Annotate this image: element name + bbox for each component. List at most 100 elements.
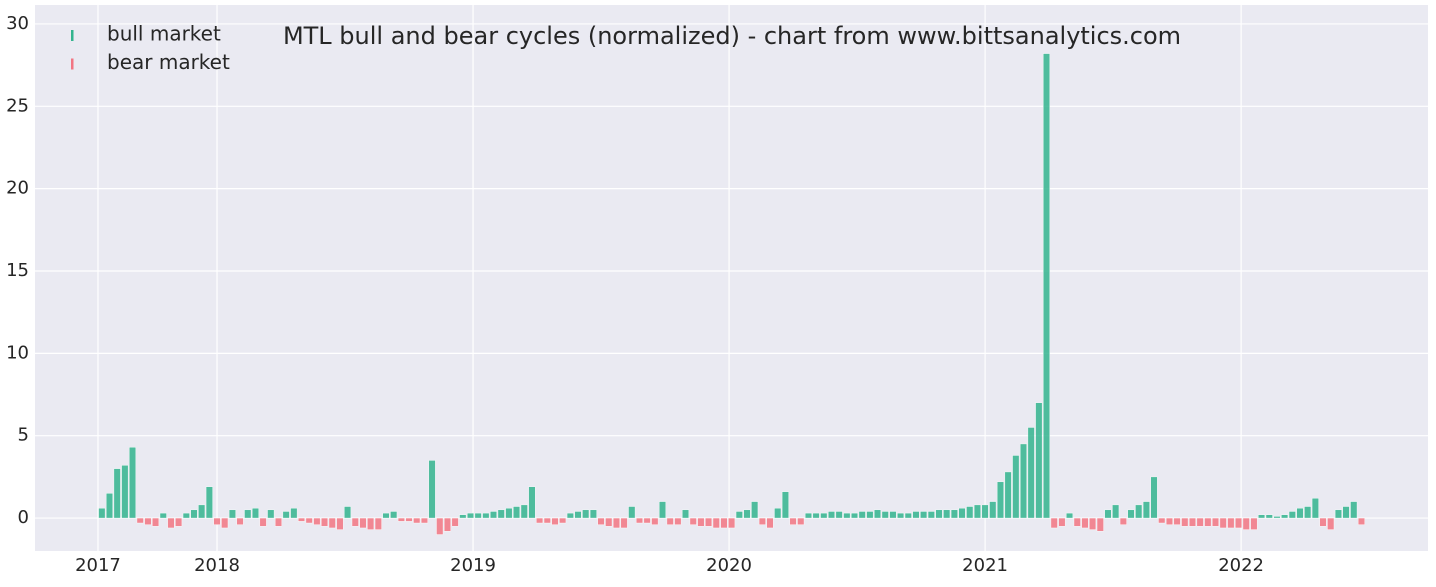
bar (244, 509, 252, 519)
bar (221, 517, 229, 529)
bar (152, 517, 160, 527)
bar (1350, 501, 1358, 519)
bar (1089, 517, 1097, 530)
bar (1281, 514, 1289, 519)
bar (1066, 512, 1074, 519)
bar (804, 512, 812, 519)
bar (482, 512, 490, 519)
bar (605, 517, 613, 527)
bar (774, 507, 782, 519)
bar (828, 511, 835, 519)
x-tick-label: 2020 (706, 555, 752, 576)
x-tick-label: 2021 (962, 555, 1008, 576)
y-tick-label: 0 (18, 507, 29, 528)
bar (597, 517, 605, 525)
bar (313, 517, 321, 525)
x-tick-label: 2018 (194, 555, 240, 576)
bar (1304, 506, 1312, 519)
bar (789, 517, 797, 525)
bar (513, 506, 521, 519)
bar (835, 511, 843, 519)
bar (167, 517, 175, 529)
bar (259, 517, 267, 527)
bar (344, 506, 352, 519)
bar (1142, 501, 1150, 519)
bar (374, 517, 382, 530)
chart-title: MTL bull and bear cycles (normalized) - … (283, 22, 1181, 50)
bar (851, 512, 858, 519)
bar (367, 517, 375, 530)
bar (1242, 517, 1250, 530)
legend-label: bear market (107, 50, 230, 74)
bar (1043, 53, 1050, 519)
bar (996, 481, 1004, 519)
bar (298, 517, 305, 522)
bar (1296, 507, 1304, 519)
grid (35, 5, 1428, 551)
y-tick-label: 30 (6, 13, 29, 34)
plot-area (35, 5, 1428, 551)
bar (705, 517, 713, 527)
bar (1127, 509, 1135, 519)
bar (1096, 517, 1104, 532)
bar (574, 511, 582, 519)
bar (282, 511, 290, 519)
bar (858, 511, 866, 519)
bar (443, 517, 451, 532)
bar (659, 501, 666, 519)
bar (1311, 498, 1319, 519)
bar (1342, 506, 1350, 519)
bar (1135, 504, 1143, 519)
bar (382, 512, 390, 519)
bar (497, 509, 505, 519)
bar (920, 511, 928, 519)
bar (689, 517, 697, 525)
bar (820, 512, 828, 519)
bar (505, 507, 513, 519)
x-tick-label: 2022 (1218, 555, 1264, 576)
bar (897, 512, 905, 519)
bar (1265, 514, 1273, 519)
bar (1219, 517, 1227, 529)
bar (1334, 509, 1342, 519)
bar (973, 504, 981, 519)
bar (743, 509, 751, 519)
bar (966, 506, 974, 519)
bar (1119, 517, 1127, 525)
bar (843, 512, 851, 519)
bar (182, 512, 190, 519)
bar (643, 517, 651, 524)
bar (566, 512, 574, 519)
bar (728, 517, 736, 529)
bar (159, 512, 167, 519)
legend: bull market bear market (71, 22, 230, 74)
bar (551, 517, 559, 525)
bar (1035, 402, 1043, 519)
bar (213, 517, 221, 525)
bar (336, 517, 344, 530)
bar (889, 511, 897, 519)
bar (1165, 517, 1173, 525)
bar (1273, 516, 1281, 519)
bar (1357, 517, 1365, 525)
bar (351, 517, 359, 527)
bar (359, 517, 367, 529)
bar (635, 517, 643, 524)
bar (459, 514, 467, 519)
bar (136, 517, 144, 524)
bar (1327, 517, 1335, 530)
bar (628, 506, 636, 519)
bar (1204, 517, 1212, 527)
bar (958, 507, 966, 519)
bar (205, 486, 213, 519)
bar (712, 517, 720, 529)
y-tick-label: 25 (6, 95, 29, 116)
legend-label: bull market (107, 22, 221, 46)
bar (305, 517, 313, 524)
bar (1258, 514, 1266, 519)
x-tick-label: 2017 (75, 555, 121, 576)
bar (943, 509, 951, 519)
bar (866, 511, 874, 519)
